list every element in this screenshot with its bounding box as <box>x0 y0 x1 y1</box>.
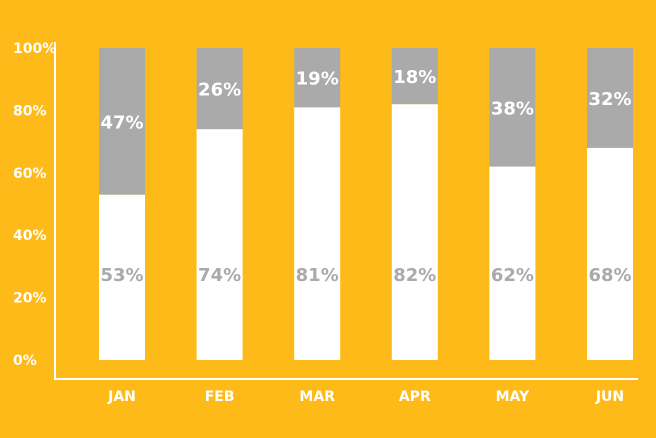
bar-segment <box>587 147 633 360</box>
y-tick-label: 100% <box>13 41 56 57</box>
bars-layer <box>99 48 633 360</box>
x-category-label: APR <box>399 389 431 405</box>
x-axis-ticks: JAN FEB MAR APR MAY JUN <box>107 389 624 405</box>
y-tick-label: 80% <box>13 103 47 119</box>
bar-segment <box>587 48 633 148</box>
data-label: 26% <box>198 80 241 101</box>
bar-segment <box>294 48 341 108</box>
y-tick-label: 0% <box>13 353 37 369</box>
y-tick-label: 20% <box>13 291 47 307</box>
y-tick-label: 40% <box>13 228 47 244</box>
y-axis-ticks: 0% 20% 40% 60% 80% 100% <box>13 41 56 369</box>
data-label: 18% <box>393 67 436 88</box>
x-category-label: MAR <box>299 389 335 405</box>
data-label: 81% <box>296 265 339 286</box>
data-label: 53% <box>100 265 143 286</box>
data-label: 47% <box>100 112 143 133</box>
x-category-label: JAN <box>107 389 136 405</box>
bar-segment <box>99 48 145 195</box>
bar-segment <box>294 107 341 360</box>
bar-segment <box>391 48 438 105</box>
data-label: 32% <box>588 89 631 110</box>
bar-segment <box>99 194 145 360</box>
data-label: 38% <box>491 98 534 119</box>
x-category-label: MAY <box>496 389 530 405</box>
data-label: 62% <box>491 265 534 286</box>
data-label: 19% <box>296 69 339 90</box>
bar-segment <box>489 48 536 167</box>
bar-segment <box>196 129 243 360</box>
bar-segment <box>489 166 536 360</box>
y-tick-label: 60% <box>13 166 47 182</box>
x-category-label: FEB <box>205 389 235 405</box>
data-label: 74% <box>198 265 241 286</box>
bar-segment <box>391 104 438 360</box>
bar-segment <box>196 48 243 130</box>
data-labels-layer: 53% 47% 74% 26% 81% 19% 82% 18% 62% 38% 68% 32% <box>100 67 631 286</box>
x-category-label: JUN <box>595 389 624 405</box>
data-label: 68% <box>588 265 631 286</box>
data-label: 82% <box>393 265 436 286</box>
